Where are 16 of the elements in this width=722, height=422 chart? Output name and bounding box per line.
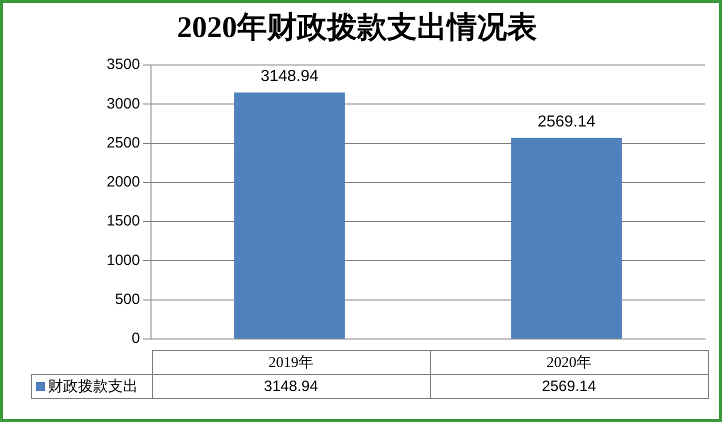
y-tick-label: 1000 xyxy=(106,252,140,269)
data-label: 3148.94 xyxy=(152,374,430,398)
x-tick-label: 2019年 xyxy=(152,350,430,374)
y-tick-label: 2500 xyxy=(106,134,140,152)
y-tick-label: 1500 xyxy=(106,212,140,230)
legend-label: 财政拨款支出 xyxy=(48,377,138,395)
y-tick-label: 500 xyxy=(114,291,140,308)
y-tick-label: 3000 xyxy=(106,95,140,112)
chart-title: 2020年财政拨款支出情况表 xyxy=(177,10,537,44)
annotation: 2569.14 xyxy=(538,113,596,130)
y-tick-label: 2000 xyxy=(106,174,140,191)
annotation: 3148.94 xyxy=(260,68,319,85)
x-tick-label: 2020年 xyxy=(430,350,708,374)
data-label: 2569.14 xyxy=(430,374,708,398)
y-tick-label: 0 xyxy=(132,330,140,348)
y-tick-label: 3500 xyxy=(106,56,140,74)
